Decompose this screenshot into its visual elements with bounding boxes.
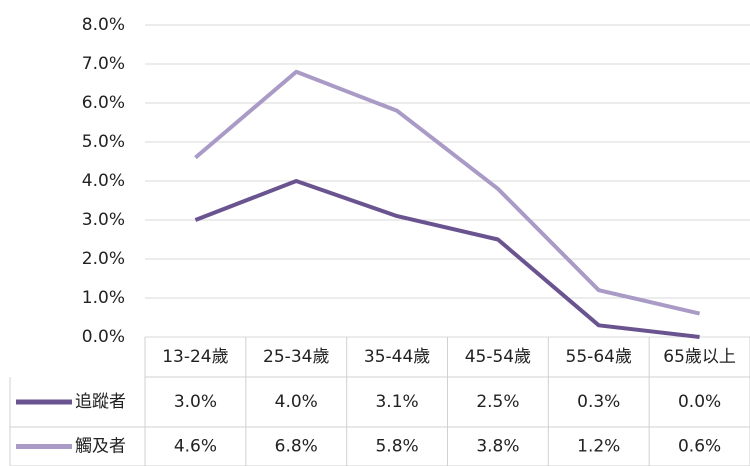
table-value: 0.0% [678, 392, 721, 412]
x-tick-label: 25-34歲 [263, 347, 329, 367]
y-tick-label: 0.0% [82, 327, 125, 347]
table-value: 3.8% [476, 437, 519, 457]
table-value: 0.6% [678, 437, 721, 457]
table-value: 2.5% [476, 392, 519, 412]
y-tick-label: 7.0% [82, 54, 125, 74]
x-tick-label: 13-24歲 [162, 347, 228, 367]
series-line [194, 69, 701, 316]
table-value: 4.0% [275, 392, 318, 412]
table-value: 5.8% [375, 437, 418, 457]
series-line [194, 179, 700, 339]
legend-label: 追蹤者 [75, 392, 126, 412]
y-tick-label: 6.0% [82, 93, 125, 113]
legend-label: 觸及者 [75, 437, 126, 457]
table-value: 0.3% [577, 392, 620, 412]
x-tick-label: 65歲以上 [663, 347, 736, 367]
table-value: 3.1% [375, 392, 418, 412]
x-tick-label: 45-54歲 [465, 347, 531, 367]
x-tick-label: 55-64歲 [566, 347, 632, 367]
y-tick-label: 4.0% [82, 171, 125, 191]
y-tick-label: 3.0% [82, 210, 125, 230]
x-tick-label: 35-44歲 [364, 347, 430, 367]
table-value: 6.8% [275, 437, 318, 457]
y-tick-label: 2.0% [82, 249, 125, 269]
table-value: 3.0% [174, 392, 217, 412]
y-tick-label: 5.0% [82, 132, 125, 152]
y-tick-label: 1.0% [82, 288, 125, 308]
table-value: 1.2% [577, 437, 620, 457]
y-tick-label: 8.0% [82, 15, 125, 35]
table-value: 4.6% [174, 437, 217, 457]
